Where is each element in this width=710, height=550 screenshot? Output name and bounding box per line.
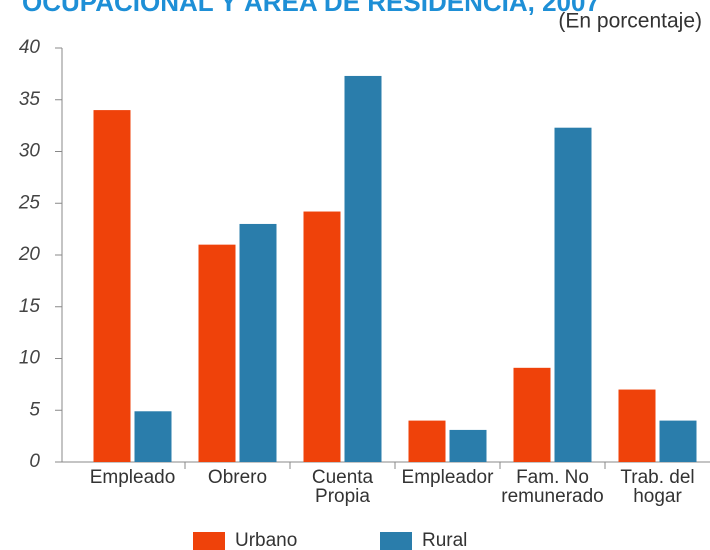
y-tick-label: 40 xyxy=(19,37,41,58)
bar xyxy=(554,127,592,462)
y-tick-label: 25 xyxy=(18,192,41,213)
x-tick-label: Obrero xyxy=(208,467,267,488)
y-tick-label: 35 xyxy=(19,89,41,110)
bar xyxy=(93,110,131,462)
chart-subtitle: (En porcentaje) xyxy=(558,10,702,33)
y-tick-label: 20 xyxy=(18,244,41,265)
y-tick-label: 15 xyxy=(19,296,41,317)
legend-swatch xyxy=(380,532,412,550)
legend-swatch xyxy=(193,532,225,550)
bar xyxy=(618,389,656,462)
x-tick-label: remunerado xyxy=(501,486,603,507)
x-tick-label: hogar xyxy=(633,486,682,507)
legend-label: Urbano xyxy=(235,530,297,550)
bar xyxy=(408,420,446,462)
y-tick-label: 30 xyxy=(19,141,41,162)
bar xyxy=(513,367,551,462)
y-tick-label: 0 xyxy=(29,451,40,472)
y-tick-label: 10 xyxy=(19,348,41,369)
bar xyxy=(134,411,172,462)
legend-label: Rural xyxy=(422,530,467,550)
bar xyxy=(303,211,341,462)
bar xyxy=(659,420,697,462)
bar xyxy=(344,75,382,462)
y-tick-label: 5 xyxy=(29,399,40,420)
x-tick-label: Empleado xyxy=(90,467,176,488)
bar xyxy=(449,429,487,462)
bar xyxy=(198,244,236,462)
x-tick-label: Trab. del xyxy=(620,467,694,488)
x-tick-label: Cuenta xyxy=(312,467,374,488)
x-tick-label: Propia xyxy=(315,486,370,507)
bar xyxy=(239,223,277,462)
chart-title: OCUPACIONAL Y ÁREA DE RESIDENCIA, 2007 xyxy=(22,0,600,17)
x-tick-label: Empleador xyxy=(402,467,495,488)
x-tick-label: Fam. No xyxy=(516,467,589,488)
